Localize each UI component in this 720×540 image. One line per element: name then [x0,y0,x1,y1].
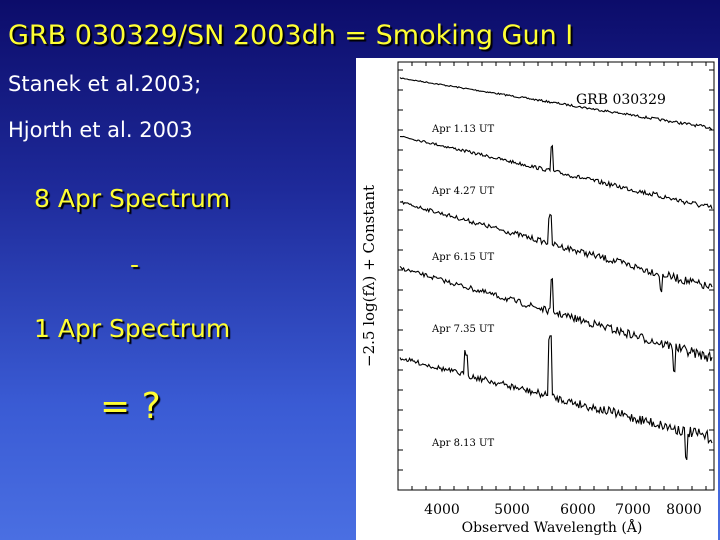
grb-plot-label: GRB 030329 [576,92,666,108]
text-equals-question: = ? [100,386,161,427]
text-8-apr-spectrum: 8 Apr Spectrum [34,184,231,213]
y-axis-label: −2.5 log(fλ) + Constant [360,185,378,367]
epoch-label-apr-4: Apr 4.27 UT [431,186,494,197]
slide-title: GRB 030329/SN 2003dh = Smoking Gun I [8,20,574,51]
trace-apr-6 [399,200,713,293]
x-tick-7000: 7000 [615,502,651,518]
epoch-label-apr-1: Apr 1.13 UT [431,124,494,135]
citation-hjorth: Hjorth et al. 2003 [8,118,193,142]
spectra-figure-svg: −2.5 log(fλ) + Constant GRB 030329 4000 … [360,61,715,536]
trace-apr-4 [400,135,713,209]
x-tick-4000: 4000 [424,502,460,518]
plot-frame [397,61,715,491]
citation-stanek: Stanek et al.2003; [8,72,202,96]
text-1-apr-spectrum: 1 Apr Spectrum [34,314,231,343]
x-axis-label: Observed Wavelength (Å) [462,518,643,536]
spectra-traces [399,77,713,461]
trace-apr-7 [399,266,713,373]
epoch-label-apr-7: Apr 7.35 UT [431,324,494,335]
spectra-figure: −2.5 log(fλ) + Constant GRB 030329 4000 … [356,58,718,540]
x-tick-6000: 6000 [560,502,596,518]
text-minus-sign: - [130,250,140,279]
frame-tick-marks [398,62,714,490]
x-tick-8000: 8000 [666,502,702,518]
trace-apr-8 [399,335,713,461]
trace-apr-1 [399,77,713,130]
x-tick-5000: 5000 [494,502,530,518]
epoch-label-apr-8: Apr 8.13 UT [431,438,494,449]
frame-ticks [398,62,714,490]
epoch-label-apr-6: Apr 6.15 UT [431,252,494,263]
